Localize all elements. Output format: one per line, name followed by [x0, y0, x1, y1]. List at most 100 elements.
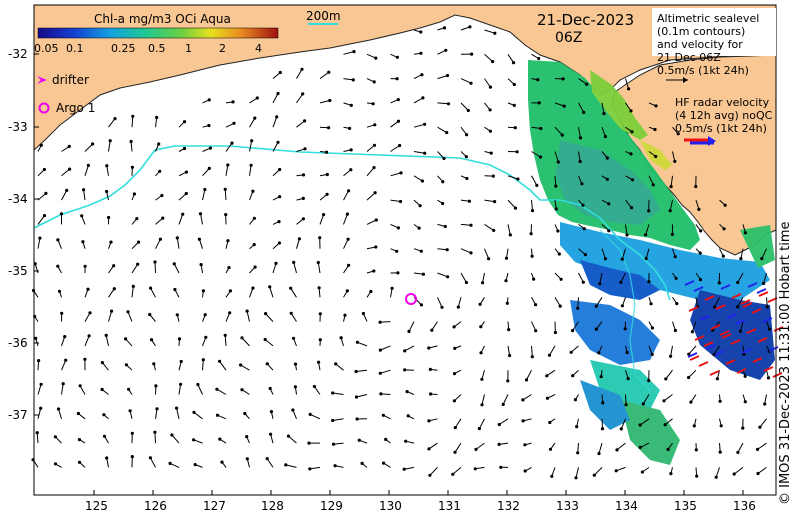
velocity-arrow-head	[148, 312, 152, 317]
velocity-arrow-head	[384, 437, 388, 441]
velocity-arrow-head	[228, 311, 232, 315]
colorbar-tick: 0.05	[34, 42, 59, 55]
velocity-arrow	[672, 151, 676, 162]
colorbar-tick: 0.5	[148, 42, 166, 55]
velocity-arrow-head	[331, 442, 336, 446]
velocity-arrow	[737, 272, 744, 283]
velocity-arrow-head	[523, 443, 527, 447]
velocity-arrow	[83, 189, 86, 201]
velocity-arrow-head	[245, 435, 249, 439]
altimetry-legend-line: 0.5m/s (1kt 24h)	[657, 64, 749, 77]
velocity-arrow-head	[615, 448, 619, 452]
velocity-arrow-head	[407, 329, 411, 333]
velocity-arrow-head	[265, 457, 269, 461]
velocity-arrow-head	[513, 206, 518, 210]
velocity-arrow-head	[630, 130, 634, 134]
x-tick-label: 125	[85, 499, 108, 513]
velocity-arrow-head	[625, 233, 629, 237]
velocity-arrow-head	[34, 336, 38, 340]
velocity-arrow	[404, 466, 415, 470]
velocity-arrow-head	[605, 156, 609, 160]
velocity-arrow	[37, 238, 41, 249]
velocity-arrow	[108, 310, 113, 322]
velocity-arrow-head	[251, 286, 255, 290]
velocity-arrow-head	[582, 227, 586, 231]
velocity-arrow	[475, 442, 485, 450]
velocity-arrow-head	[689, 400, 693, 404]
velocity-arrow	[484, 53, 494, 62]
hf-radar-arrow	[731, 293, 742, 299]
velocity-arrow-head	[378, 320, 382, 324]
velocity-arrow-head	[61, 382, 65, 386]
velocity-arrow-head	[135, 217, 139, 221]
velocity-arrow-head	[149, 338, 154, 342]
velocity-arrow-head	[87, 334, 91, 338]
velocity-arrow-head	[662, 399, 666, 403]
velocity-arrow-head	[513, 126, 517, 130]
imos-credit: © IMOS 31-Dec-2023 11:31:00 Hobart time	[778, 221, 793, 505]
drifter-icon	[37, 76, 47, 84]
velocity-arrow	[293, 262, 297, 274]
velocity-arrow	[484, 29, 495, 34]
velocity-arrow-head	[423, 122, 427, 126]
velocity-arrow-head	[515, 150, 519, 154]
velocity-arrow-head	[668, 209, 672, 213]
velocity-arrow	[404, 345, 415, 352]
velocity-arrow-head	[467, 199, 471, 203]
velocity-arrow-head	[158, 169, 162, 173]
velocity-arrow	[224, 335, 227, 346]
x-tick-label: 127	[203, 499, 226, 513]
velocity-arrow	[620, 418, 626, 430]
velocity-arrow-head	[687, 352, 691, 356]
hf-radar-arrow	[735, 319, 746, 325]
velocity-arrow-head	[354, 395, 359, 399]
velocity-arrow-head	[318, 312, 322, 316]
velocity-arrow	[61, 360, 67, 371]
velocity-arrow-head	[756, 471, 760, 476]
velocity-arrow	[507, 175, 519, 180]
hf-radar-arrow	[747, 282, 758, 288]
velocity-arrow	[502, 394, 509, 405]
velocity-arrow-head	[603, 257, 608, 261]
velocity-arrow-head	[373, 123, 377, 127]
velocity-arrow-head	[743, 231, 748, 235]
velocity-arrow	[595, 297, 603, 307]
velocity-arrow-head	[240, 336, 244, 340]
velocity-arrow-head	[477, 427, 481, 431]
velocity-arrow-head	[130, 431, 134, 435]
velocity-arrow-head	[402, 467, 406, 471]
velocity-arrow-head	[723, 203, 727, 207]
velocity-arrow-head	[619, 427, 623, 431]
hf-radar-arrow	[687, 352, 698, 358]
velocity-arrow-head	[192, 438, 196, 442]
velocity-arrow-head	[289, 311, 293, 315]
velocity-arrow	[437, 75, 448, 80]
velocity-arrow-head	[218, 359, 222, 363]
velocity-arrow	[366, 144, 375, 152]
velocity-arrow-head	[372, 269, 376, 273]
velocity-arrow-head	[592, 473, 596, 477]
velocity-arrow	[737, 297, 744, 308]
velocity-arrow-head	[624, 403, 628, 407]
velocity-arrow-head	[316, 260, 320, 265]
velocity-arrow	[554, 126, 563, 136]
velocity-arrow	[131, 263, 139, 274]
hf-radar-arrow	[736, 368, 747, 374]
velocity-arrow-head	[215, 413, 220, 417]
velocity-arrow-head	[647, 209, 651, 213]
velocity-arrow	[249, 287, 254, 298]
velocity-arrow	[688, 369, 697, 378]
velocity-arrow	[317, 262, 321, 274]
velocity-arrow-head	[469, 223, 473, 227]
velocity-arrow-head	[504, 279, 508, 283]
velocity-arrow-head	[274, 261, 278, 265]
x-tick-label: 134	[615, 499, 638, 513]
velocity-arrow	[108, 118, 116, 128]
velocity-arrow-head	[493, 31, 497, 35]
velocity-arrow-head	[698, 278, 703, 282]
velocity-arrow-head	[561, 77, 565, 81]
velocity-arrow	[61, 190, 68, 201]
velocity-arrow	[249, 140, 253, 152]
velocity-arrow	[272, 142, 279, 152]
velocity-arrow-head	[289, 286, 293, 290]
